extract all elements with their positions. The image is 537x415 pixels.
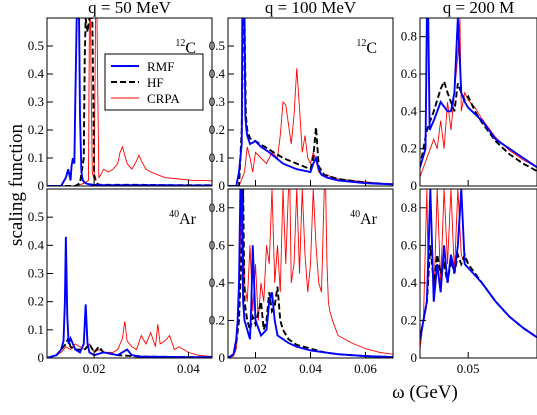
y-tick-label: 0.5 (209, 38, 225, 53)
panel-title: q = 200 M (443, 0, 514, 17)
y-tick-label: 0.1 (28, 322, 44, 337)
y-tick-label: 0.2 (28, 294, 44, 309)
y-axis-label: scaling function (6, 124, 27, 246)
x-axis-label: ω (GeV) (392, 382, 458, 403)
series-group (420, 18, 537, 177)
plot-frame (419, 17, 537, 187)
y-tick-label: 0.5 (28, 38, 44, 53)
plot-frame (419, 188, 537, 359)
x-tick-label: 0.04 (299, 361, 322, 376)
series-line-rmf (228, 189, 393, 358)
y-tick-label: 0.1 (28, 150, 44, 165)
y-tick-label: 0.4 (28, 66, 45, 81)
y-tick-label: 0 (411, 178, 418, 193)
y-tick-label: 0.1 (209, 150, 225, 165)
x-tick-label: 0.04 (177, 361, 200, 376)
y-tick-label: 0.3 (28, 266, 44, 281)
nucleus-label: 12C (356, 38, 377, 57)
y-tick-label: 0.3 (28, 94, 44, 109)
series-group (47, 18, 212, 186)
nucleus-symbol: C (185, 40, 196, 57)
nucleus-mass: 12 (175, 38, 185, 49)
y-tick-label: 0 (219, 350, 226, 365)
series-line-crpa (47, 321, 212, 358)
series-line-crpa (47, 18, 212, 186)
y-tick-label: 0.8 (401, 29, 417, 44)
y-tick-label: 0.4 (28, 237, 45, 252)
y-tick-label: 0.2 (209, 312, 225, 327)
series-line-crpa (228, 68, 393, 186)
y-tick-label: 0.5 (28, 209, 44, 224)
series-line-rmf (228, 18, 393, 186)
nucleus-mass: 12 (356, 38, 366, 49)
panel-top-right: 0 0.2 0.4 0.6 0.8 q = 200 M (401, 0, 537, 193)
nucleus-label: 12C (175, 38, 196, 57)
y-tick-label: 0.2 (401, 312, 417, 327)
series-line-hf (228, 18, 393, 186)
panel-title: q = 50 MeV (88, 0, 171, 17)
panel-bottom-right: 0 0.2 0.4 0.6 0.8 0.05 (401, 188, 537, 376)
y-tick-label: 0.6 (401, 66, 418, 81)
panel-bottom-left: 0 0.1 0.2 0.3 0.4 0.5 0.02 0.04 40Ar (28, 188, 213, 376)
y-tick-label: 0 (219, 178, 226, 193)
x-tick-label: 0.02 (83, 361, 106, 376)
x-tick-label: 0.02 (244, 361, 267, 376)
y-tick-label: 0 (38, 350, 45, 365)
series-group (228, 189, 393, 358)
nucleus-mass: 40 (169, 209, 179, 220)
series-line-rmf (420, 18, 537, 169)
y-tick-label: 0.3 (209, 94, 225, 109)
panels-group: 00.10.20.30.40.5q = 50 MeV12CRMFHFCRPA00… (28, 0, 537, 376)
series-line-rmf (47, 236, 212, 358)
y-tick-label: 0.2 (28, 122, 44, 137)
y-tick-label: 0.8 (209, 200, 225, 215)
series-group (47, 236, 212, 358)
nucleus-symbol: C (366, 40, 377, 57)
legend-label-crpa: CRPA (147, 91, 180, 106)
y-tick-label: 0.2 (209, 122, 225, 137)
y-tick-label: 0 (411, 350, 418, 365)
series-group (420, 189, 537, 349)
y-tick-label: 0.8 (401, 200, 417, 215)
series-line-rmf (420, 189, 537, 340)
x-tick-label: 0.05 (457, 361, 480, 376)
y-tick-label: 0.2 (401, 141, 417, 156)
series-line-rmf (47, 18, 212, 186)
y-tick-label: 0.4 (209, 275, 226, 290)
nucleus-label: 40Ar (350, 209, 378, 228)
y-tick-label: 0 (38, 178, 45, 193)
nucleus-symbol: Ar (179, 211, 197, 228)
y-tick-label: 0.6 (209, 237, 226, 252)
x-tick-label: 0.06 (354, 361, 377, 376)
nucleus-label: 40Ar (169, 209, 197, 228)
y-tick-label: 0.4 (401, 103, 418, 118)
nucleus-mass: 40 (350, 209, 360, 220)
series-line-hf (420, 78, 537, 172)
nucleus-symbol: Ar (360, 211, 378, 228)
y-tick-label: 0.4 (401, 275, 418, 290)
y-tick-label: 0.6 (401, 237, 418, 252)
panel-bottom-middle: 0 0.2 0.4 0.6 0.8 0.02 0.04 0.06 40Ar (209, 188, 394, 376)
panel-title: q = 100 MeV (265, 0, 357, 17)
legend-label-rmf: RMF (147, 59, 174, 74)
series-group (228, 18, 393, 186)
panel-top-middle: 0 0.1 0.2 0.3 0.4 0.5 q = 100 MeV 12C (209, 0, 394, 193)
y-tick-label: 0.4 (209, 66, 226, 81)
legend-label-hf: HF (147, 75, 164, 90)
